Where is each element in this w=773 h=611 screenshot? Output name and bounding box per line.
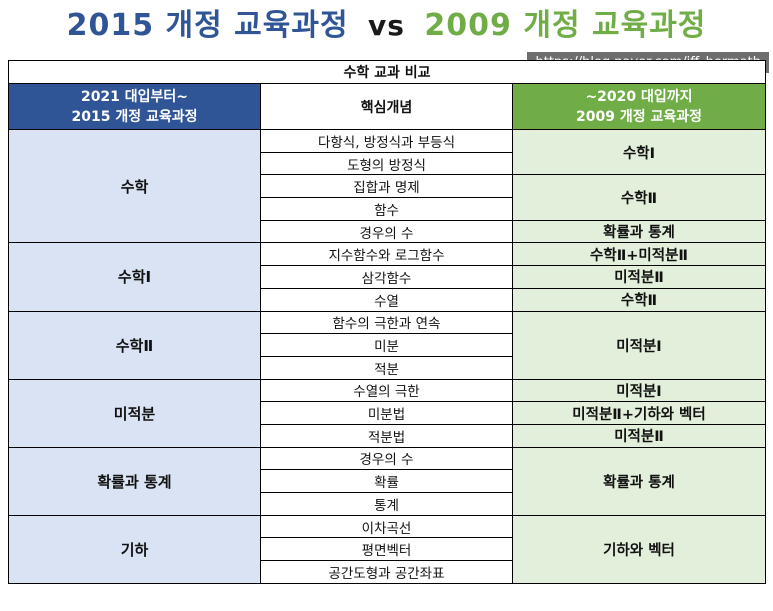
title-2015: 2015 개정 교육과정 — [66, 8, 349, 43]
concept-cell: 함수 — [260, 197, 513, 221]
subject-2015: 미적분 — [8, 378, 261, 448]
concept-cell: 수열의 극한 — [260, 378, 513, 403]
concept-cell: 적분법 — [260, 423, 513, 448]
header-2009-line1: ~2020 대입까지 — [585, 88, 693, 105]
subject-2015: 기하 — [8, 514, 261, 584]
concept-cell: 통계 — [260, 492, 513, 516]
subject-2015: 수학Ⅰ — [8, 242, 261, 312]
title-2009: 2009 개정 교육과정 — [424, 8, 707, 43]
curriculum-comparison-table: 수학 교과 비교 2021 대입부터~ 2015 개정 교육과정 핵심개념 ~2… — [8, 60, 766, 584]
subject-2009: 수학Ⅱ — [512, 174, 766, 221]
concept-cell: 이차곡선 — [260, 514, 513, 539]
subject-2009: 미적분Ⅰ — [512, 378, 766, 403]
header-2015-line1: 2021 대입부터~ — [80, 88, 189, 105]
header-2009: ~2020 대입까지 2009 개정 교육과정 — [512, 83, 766, 130]
concept-cell: 도형의 방정식 — [260, 151, 513, 176]
header-core-concept: 핵심개념 — [260, 83, 513, 130]
subject-2009: 미적분Ⅱ — [512, 423, 766, 448]
concept-cell: 평면벡터 — [260, 537, 513, 562]
table-caption: 수학 교과 비교 — [8, 60, 766, 84]
concept-cell: 경우의 수 — [260, 219, 513, 244]
concept-cell: 경우의 수 — [260, 446, 513, 471]
title-vs: vs — [368, 9, 405, 42]
header-2015: 2021 대입부터~ 2015 개정 교육과정 — [8, 83, 261, 130]
concept-cell: 삼각함수 — [260, 265, 513, 289]
concept-cell: 함수의 극한과 연속 — [260, 310, 513, 335]
subject-2009: 미적분Ⅰ — [512, 310, 766, 380]
concept-cell: 공간도형과 공간좌표 — [260, 560, 513, 584]
subject-2015: 수학 — [8, 128, 261, 244]
subject-2015: 수학Ⅱ — [8, 310, 261, 380]
subject-2009: 기하와 벡터 — [512, 514, 766, 584]
concept-cell: 다항식, 방정식과 부등식 — [260, 129, 513, 153]
concept-cell: 미분 — [260, 333, 513, 357]
subject-2009: 미적분Ⅱ+기하와 벡터 — [512, 401, 766, 425]
concept-cell: 지수함수와 로그함수 — [260, 242, 513, 267]
subject-2009: 수학Ⅰ — [512, 128, 766, 176]
concept-cell: 미분법 — [260, 401, 513, 425]
subject-2009: 수학Ⅱ — [512, 287, 766, 312]
page-title: 2015 개정 교육과정 vs 2009 개정 교육과정 — [0, 0, 773, 52]
header-2009-line2: 2009 개정 교육과정 — [576, 108, 702, 125]
subject-2009: 확률과 통계 — [512, 219, 766, 244]
subject-2015: 확률과 통계 — [8, 446, 261, 516]
subject-2009: 미적분Ⅱ — [512, 265, 766, 289]
header-2015-line2: 2015 개정 교육과정 — [71, 108, 198, 125]
concept-cell: 집합과 명제 — [260, 174, 513, 199]
concept-cell: 수열 — [260, 287, 513, 312]
subject-2009: 수학Ⅱ+미적분Ⅱ — [512, 242, 766, 267]
concept-cell: 확률 — [260, 469, 513, 493]
subject-2009: 확률과 통계 — [512, 446, 766, 516]
concept-cell: 적분 — [260, 355, 513, 380]
